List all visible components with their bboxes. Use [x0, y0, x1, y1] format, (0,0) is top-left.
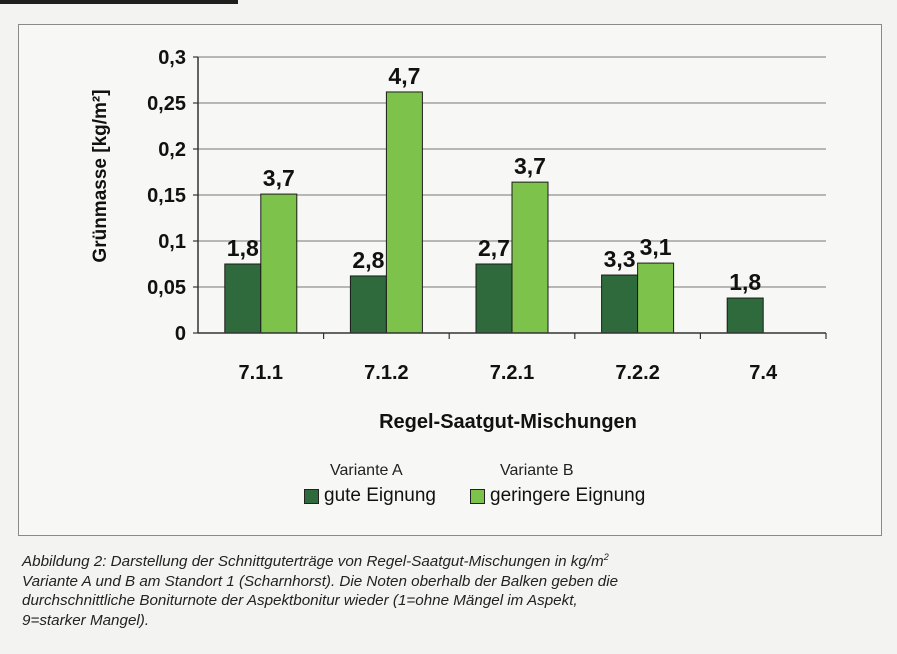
figure-caption: Abbildung 2: Darstellung der Schnittgute… [22, 548, 882, 630]
bar-data-label: 3,7 [263, 165, 295, 191]
bar-data-label: 3,1 [640, 234, 672, 260]
x-axis-ticks: 7.1.1 7.1.2 7.2.1 7.2.2 7.4 [239, 333, 827, 384]
bar-a-7.2.1 [475, 263, 513, 334]
bar-data-label: 1,8 [227, 235, 259, 261]
x-tick-label: 7.1.2 [364, 362, 408, 384]
bar-data-label: 4,7 [388, 63, 420, 89]
bar-labels: 1,8 3,7 2,8 4,7 2,7 3,7 3,3 3,1 1,8 [227, 63, 762, 295]
bar-a-7.1.1 [224, 263, 262, 334]
legend-variant-b: Variante B [500, 462, 574, 479]
x-tick-label: 7.2.1 [490, 362, 534, 384]
x-tick-label: 7.4 [749, 362, 778, 384]
caption-superscript: 2 [603, 552, 609, 562]
y-tick-label: 0 [175, 323, 186, 345]
caption-line-1: Abbildung 2: Darstellung der Schnittgute… [22, 553, 604, 571]
bar-data-label: 3,3 [604, 246, 636, 272]
top-rule [0, 0, 238, 4]
y-axis-label: Grünmasse [kg/m²] [90, 89, 111, 262]
legend-swatch-a [304, 488, 319, 504]
legend-entry-a: gute Eignung [304, 485, 436, 507]
y-tick-label: 0,2 [158, 139, 186, 161]
legend-label-b: geringere Eignung [490, 485, 646, 506]
x-axis-label: Regel-Saatgut-Mischungen [379, 411, 637, 433]
x-tick-label: 7.2.2 [615, 362, 659, 384]
y-tick-label: 0,05 [147, 277, 186, 299]
chart-frame [18, 24, 882, 536]
legend-swatch-b [470, 488, 485, 504]
bar-data-label: 2,8 [352, 247, 384, 273]
y-axis-ticks: 0 0,05 0,1 0,15 0,2 0,25 0,3 [147, 47, 198, 345]
bar-b-7.2.2 [637, 262, 675, 334]
bar-b-7.1.1 [260, 193, 298, 334]
bar-data-label: 1,8 [729, 269, 761, 295]
bars [224, 91, 764, 334]
legend-entry-b: geringere Eignung [470, 485, 645, 507]
caption-line-2: Variante A und B am Standort 1 (Scharnho… [22, 572, 619, 590]
bar-data-label: 2,7 [478, 235, 510, 261]
bar-b-7.1.2 [385, 91, 423, 334]
y-tick-label: 0,1 [158, 231, 186, 253]
bar-a-7.1.2 [349, 275, 387, 334]
x-tick-label: 7.1.1 [239, 362, 283, 384]
bar-b-7.2.1 [511, 181, 549, 334]
y-tick-label: 0,25 [147, 93, 186, 115]
caption-line-3: durchschnittliche Boniturnote der Aspekt… [22, 592, 578, 610]
legend: Variante A Variante B gute Eignung gerin… [300, 462, 720, 522]
legend-label-a: gute Eignung [324, 485, 436, 506]
bar-data-label: 3,7 [514, 153, 546, 179]
bar-a-7.4 [726, 297, 764, 334]
bar-a-7.2.2 [601, 274, 639, 334]
legend-variant-a: Variante A [330, 462, 403, 479]
caption-line-4: 9=starker Mangel). [22, 611, 150, 629]
y-tick-label: 0,15 [147, 185, 186, 207]
y-tick-label: 0,3 [158, 47, 186, 69]
